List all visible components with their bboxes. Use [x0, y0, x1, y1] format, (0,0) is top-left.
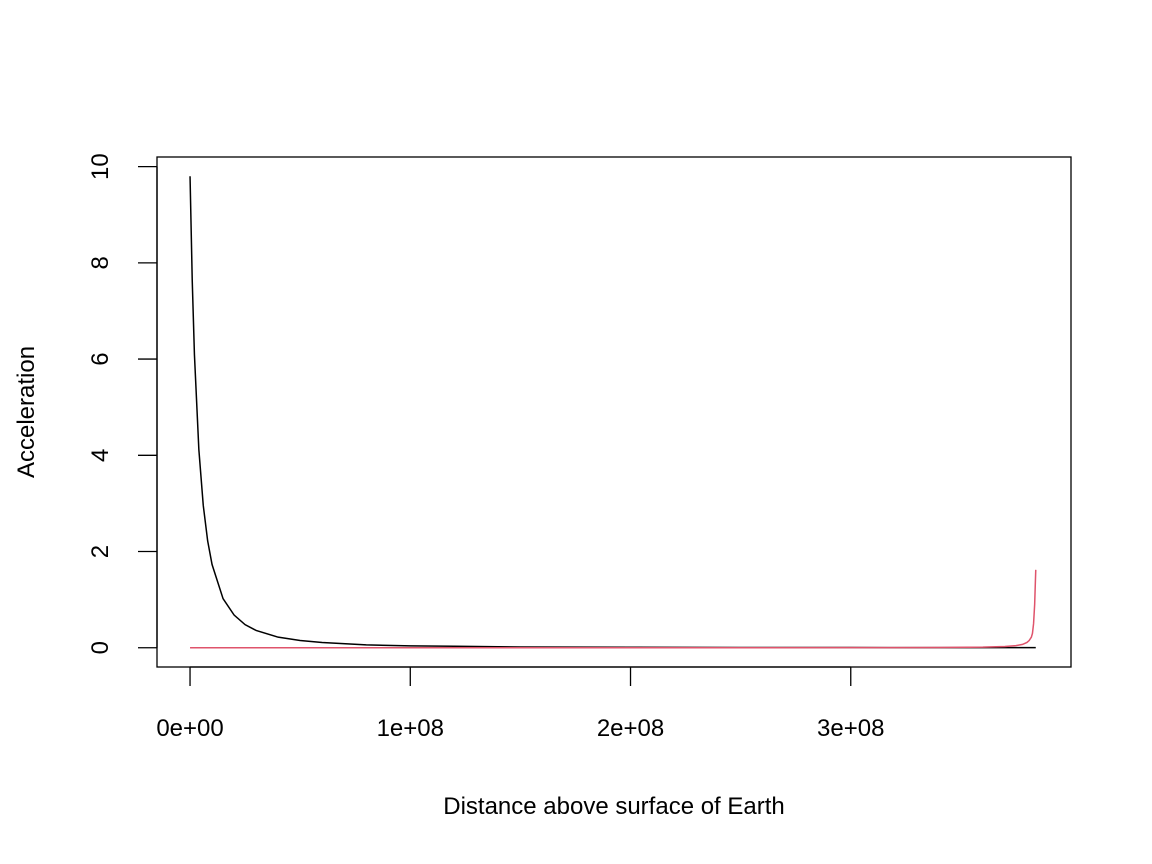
y-tick-label: 6	[87, 352, 114, 365]
x-tick-label: 1e+08	[377, 715, 444, 742]
x-tick-label: 2e+08	[597, 715, 664, 742]
x-axis: 0e+00 1e+08 2e+08 3e+08	[156, 666, 884, 742]
plot-frame	[156, 156, 1072, 668]
y-tick-label: 8	[87, 256, 114, 269]
y-tick-label: 0	[87, 641, 114, 654]
series-line-2	[190, 569, 1037, 649]
x-tick-label: 3e+08	[817, 715, 884, 742]
x-axis-label: Distance above surface of Earth	[443, 793, 785, 820]
y-tick-label: 4	[87, 449, 114, 462]
y-axis: 0 2 4 6 8 10	[87, 153, 158, 654]
x-tick-label: 0e+00	[156, 715, 223, 742]
y-axis-label: Acceleration	[13, 346, 40, 478]
series-layer	[189, 176, 1037, 649]
y-tick-label: 10	[87, 153, 114, 180]
series-line-1	[189, 176, 1036, 649]
y-tick-label: 2	[87, 545, 114, 558]
